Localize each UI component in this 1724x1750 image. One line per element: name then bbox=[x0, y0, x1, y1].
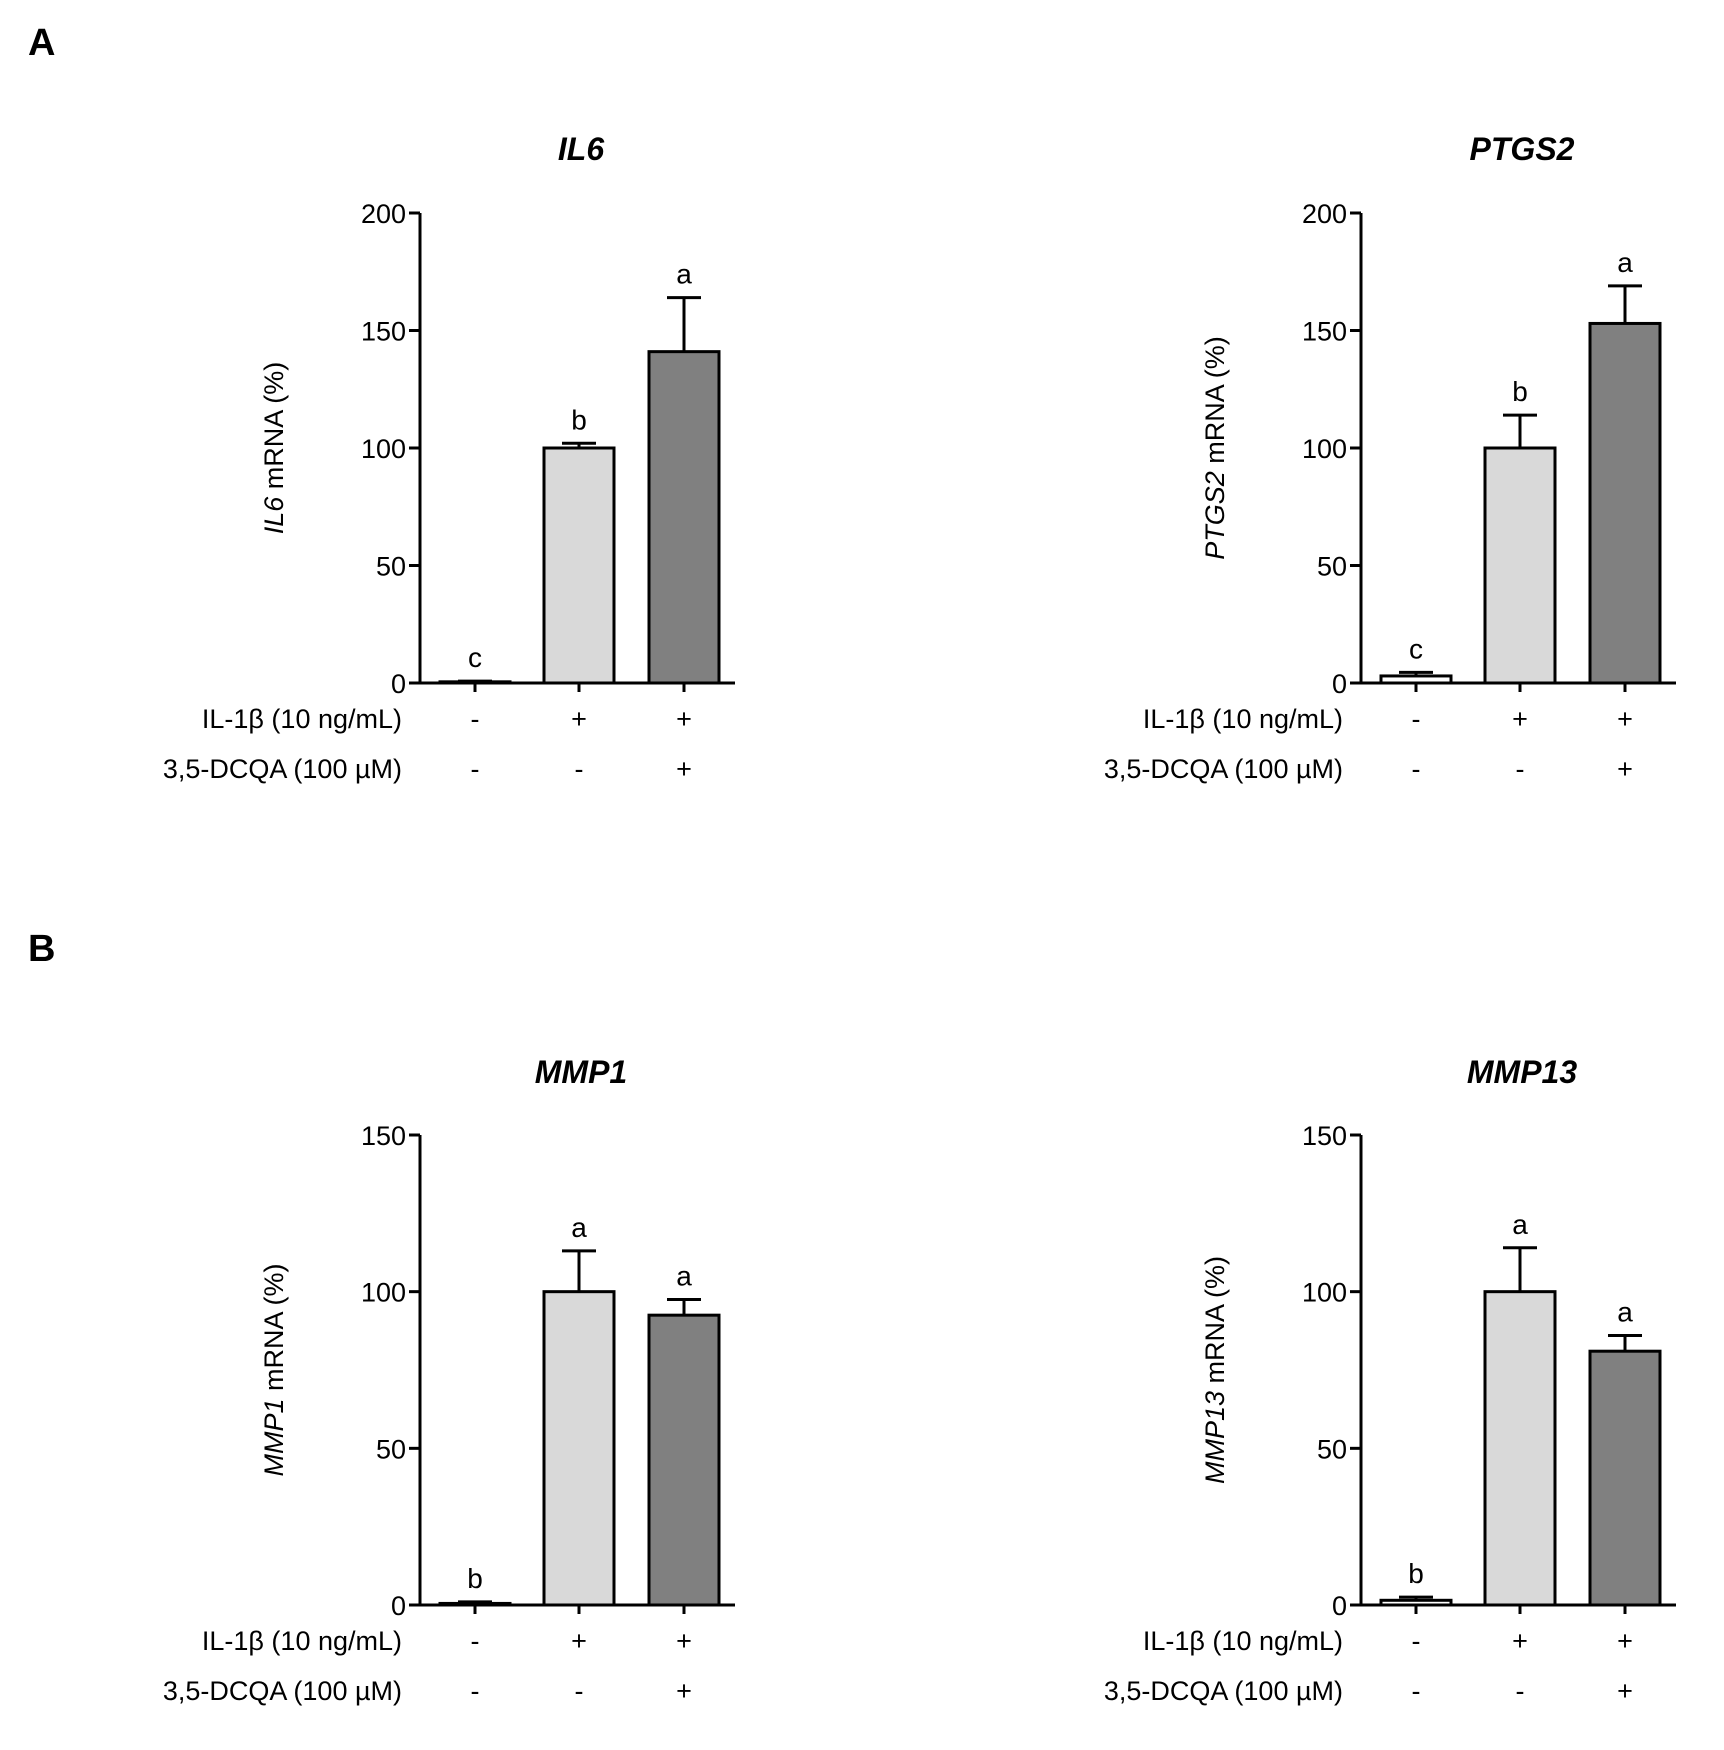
chart-title: PTGS2 bbox=[1470, 131, 1575, 167]
condition-label: 3,5-DCQA (100 µM) bbox=[163, 754, 402, 784]
significance-label: a bbox=[1617, 1297, 1633, 1328]
condition-symbol: - bbox=[471, 1626, 480, 1656]
condition-symbol: + bbox=[1512, 704, 1528, 734]
condition-label: IL-1β (10 ng/mL) bbox=[202, 1626, 402, 1656]
bar bbox=[542, 1290, 616, 1607]
chart-title: IL6 bbox=[558, 131, 604, 167]
condition-label: 3,5-DCQA (100 µM) bbox=[163, 1676, 402, 1706]
y-axis-label-unit: mRNA (%) bbox=[1200, 336, 1230, 471]
y-tick-label: 100 bbox=[361, 434, 406, 464]
y-tick-label: 0 bbox=[1332, 669, 1347, 699]
y-tick-label: 50 bbox=[376, 552, 406, 582]
condition-symbol: + bbox=[676, 754, 692, 784]
y-axis-label-unit: mRNA (%) bbox=[259, 362, 289, 497]
condition-symbol: - bbox=[575, 754, 584, 784]
bar bbox=[542, 446, 616, 685]
condition-symbol: - bbox=[575, 1676, 584, 1706]
panel-label-a: A bbox=[28, 22, 56, 64]
y-tick-label: 150 bbox=[1302, 1121, 1347, 1151]
condition-symbol: + bbox=[1617, 1676, 1633, 1706]
y-axis-label: MMP13 mRNA (%) bbox=[1200, 1256, 1230, 1484]
y-tick-label: 50 bbox=[1317, 552, 1347, 582]
significance-label: a bbox=[571, 1212, 587, 1243]
y-tick-label: 100 bbox=[1302, 434, 1347, 464]
significance-label: b bbox=[1512, 376, 1528, 407]
significance-label: b bbox=[1408, 1558, 1424, 1589]
bar bbox=[1483, 1290, 1557, 1607]
significance-label: b bbox=[571, 404, 587, 435]
y-axis-label-unit: mRNA (%) bbox=[1200, 1256, 1230, 1391]
bar bbox=[1588, 321, 1662, 685]
y-tick-label: 100 bbox=[361, 1278, 406, 1308]
significance-label: a bbox=[1512, 1209, 1528, 1240]
y-tick-label: 150 bbox=[361, 1121, 406, 1151]
condition-symbol: + bbox=[571, 1626, 587, 1656]
condition-symbol: + bbox=[1512, 1626, 1528, 1656]
condition-symbol: + bbox=[571, 704, 587, 734]
y-axis-label-gene: PTGS2 bbox=[1200, 471, 1230, 560]
y-tick-label: 200 bbox=[361, 199, 406, 229]
y-axis-label: IL6 mRNA (%) bbox=[259, 362, 289, 535]
significance-label: b bbox=[467, 1563, 483, 1594]
condition-symbol: - bbox=[1412, 1626, 1421, 1656]
y-axis-label: MMP1 mRNA (%) bbox=[259, 1263, 289, 1476]
y-tick-label: 0 bbox=[391, 1591, 406, 1621]
y-tick-label: 50 bbox=[1317, 1434, 1347, 1464]
bar bbox=[1379, 674, 1453, 685]
y-axis-label: PTGS2 mRNA (%) bbox=[1200, 336, 1230, 560]
y-tick-label: 150 bbox=[361, 317, 406, 347]
panel-label-b: B bbox=[28, 928, 56, 970]
y-axis-label-gene: IL6 bbox=[259, 496, 289, 535]
bar bbox=[647, 350, 721, 685]
significance-label: a bbox=[676, 1261, 692, 1292]
condition-label: IL-1β (10 ng/mL) bbox=[1143, 1626, 1343, 1656]
condition-symbol: + bbox=[1617, 1626, 1633, 1656]
condition-symbol: + bbox=[1617, 754, 1633, 784]
condition-symbol: - bbox=[1412, 704, 1421, 734]
condition-symbol: + bbox=[676, 1676, 692, 1706]
bar bbox=[1379, 1598, 1453, 1607]
y-tick-label: 100 bbox=[1302, 1278, 1347, 1308]
y-tick-label: 200 bbox=[1302, 199, 1347, 229]
condition-symbol: + bbox=[1617, 704, 1633, 734]
condition-symbol: - bbox=[1516, 754, 1525, 784]
significance-label: c bbox=[1409, 633, 1423, 664]
bar bbox=[1483, 446, 1557, 685]
y-axis-label-gene: MMP13 bbox=[1200, 1391, 1230, 1484]
y-tick-label: 0 bbox=[1332, 1591, 1347, 1621]
condition-symbol: - bbox=[471, 754, 480, 784]
significance-label: a bbox=[1617, 247, 1633, 278]
condition-symbol: - bbox=[471, 704, 480, 734]
bar bbox=[647, 1313, 721, 1607]
significance-label: a bbox=[676, 259, 692, 290]
condition-symbol: - bbox=[1412, 1676, 1421, 1706]
condition-symbol: - bbox=[1516, 1676, 1525, 1706]
condition-label: 3,5-DCQA (100 µM) bbox=[1104, 1676, 1343, 1706]
condition-label: IL-1β (10 ng/mL) bbox=[202, 704, 402, 734]
y-tick-label: 150 bbox=[1302, 317, 1347, 347]
y-tick-label: 50 bbox=[376, 1434, 406, 1464]
bar bbox=[1588, 1349, 1662, 1607]
condition-symbol: - bbox=[471, 1676, 480, 1706]
condition-symbol: + bbox=[676, 1626, 692, 1656]
y-axis-label-unit: mRNA (%) bbox=[259, 1263, 289, 1398]
condition-label: IL-1β (10 ng/mL) bbox=[1143, 704, 1343, 734]
y-tick-label: 0 bbox=[391, 669, 406, 699]
bar bbox=[438, 1601, 512, 1607]
chart-title: MMP13 bbox=[1467, 1054, 1577, 1090]
chart-title: MMP1 bbox=[535, 1054, 627, 1090]
condition-symbol: - bbox=[1412, 754, 1421, 784]
condition-label: 3,5-DCQA (100 µM) bbox=[1104, 754, 1343, 784]
y-axis-label-gene: MMP1 bbox=[259, 1398, 289, 1476]
condition-symbol: + bbox=[676, 704, 692, 734]
significance-label: c bbox=[468, 642, 482, 673]
